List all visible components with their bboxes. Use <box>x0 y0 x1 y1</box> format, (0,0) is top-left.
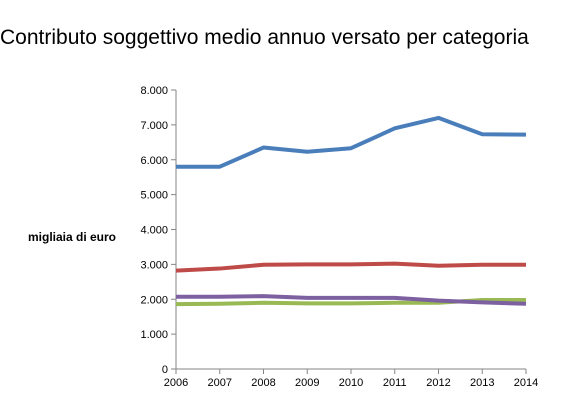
x-tick-label: 2007 <box>208 377 232 389</box>
series-line-2 <box>176 264 526 271</box>
x-tick-label: 2010 <box>339 377 363 389</box>
x-tick-label: 2011 <box>383 377 407 389</box>
y-tick-label: 8.000 <box>140 85 168 97</box>
y-tick-label: 0 <box>162 364 168 376</box>
series-layer <box>176 118 526 304</box>
y-tick-label: 2.000 <box>140 294 168 306</box>
y-tick-label: 4.000 <box>140 225 168 237</box>
x-tick-label: 2008 <box>251 377 275 389</box>
x-axis-ticks: 2006 2007 2008 2009 2010 2011 2012 2013 2014 <box>164 369 538 389</box>
y-axis-ticks: 0 1.000 2.000 3.000 4.000 5.000 6.000 7.000 8.00… <box>140 85 176 376</box>
x-tick-label: 2012 <box>426 377 450 389</box>
y-tick-label: 6.000 <box>140 155 168 167</box>
y-axis-label: migliaia di euro <box>28 230 116 244</box>
series-line-1 <box>176 118 526 167</box>
chart-title: Contributo soggettivo medio annuo versat… <box>0 26 529 49</box>
y-tick-label: 1.000 <box>140 329 168 341</box>
x-tick-label: 2009 <box>295 377 319 389</box>
y-tick-label: 3.000 <box>140 259 168 271</box>
y-tick-label: 7.000 <box>140 120 168 132</box>
x-tick-label: 2006 <box>164 377 188 389</box>
x-tick-label: 2013 <box>470 377 494 389</box>
y-tick-label: 5.000 <box>140 190 168 202</box>
x-tick-label: 2014 <box>514 377 538 389</box>
